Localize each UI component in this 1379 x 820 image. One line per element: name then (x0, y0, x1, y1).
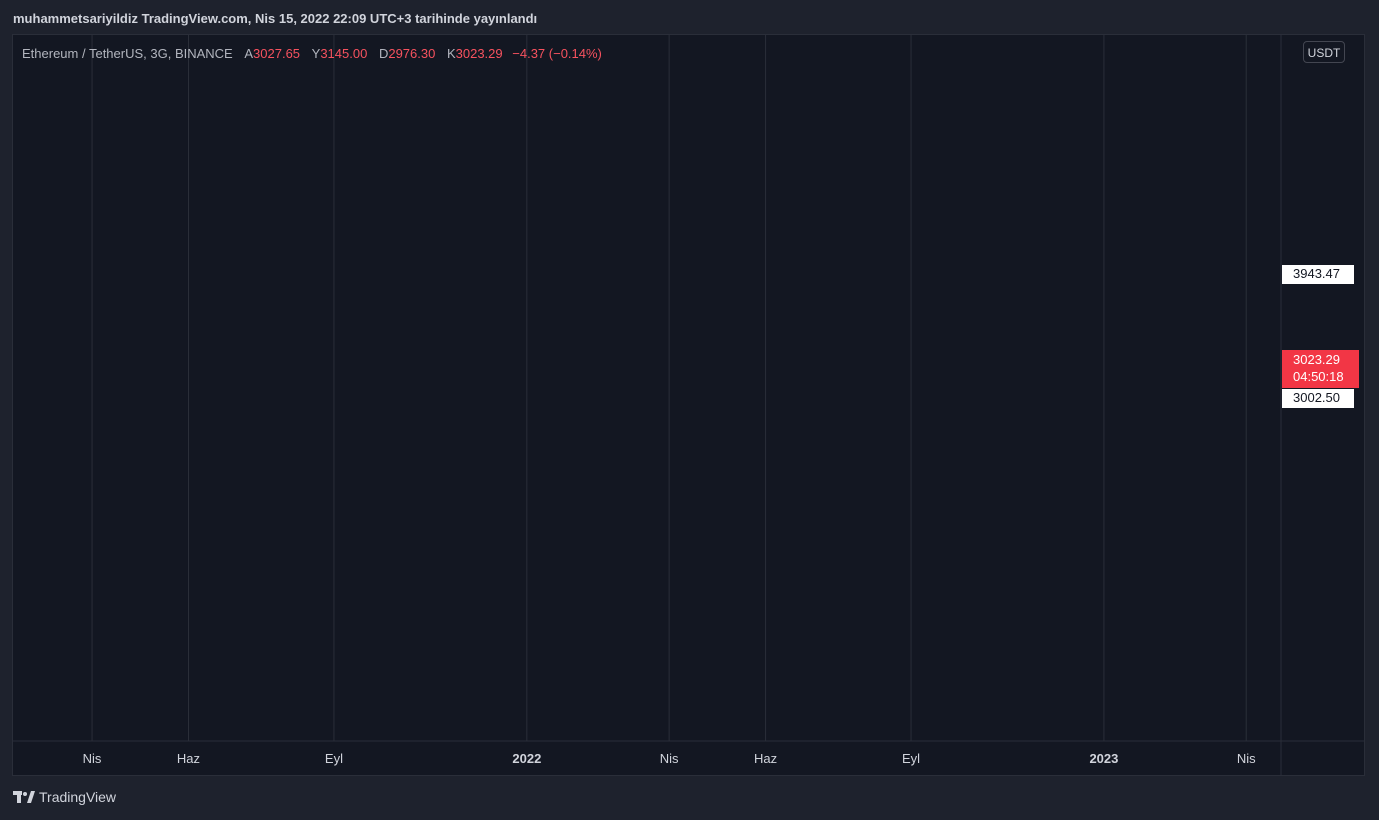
time-axis: Nis Haz Eyl 2022 Nis Haz Eyl 2023 Nis (13, 740, 1364, 766)
tradingview-logo-icon (13, 791, 35, 803)
open-value: 3027.65 (253, 46, 301, 61)
time-tick-label: Nis (660, 751, 679, 766)
grid-lines (91, 35, 1247, 741)
low-label: D (378, 46, 389, 61)
high-label: Y (311, 46, 321, 61)
time-tick-label: Nis (1237, 751, 1256, 766)
low-value: 2976.30 (388, 46, 436, 61)
time-tick-label: 2022 (512, 751, 541, 766)
last-price-tag: 3023.29 04:50:18 (1282, 350, 1359, 388)
open-label: A (244, 46, 254, 61)
time-tick-label: Eyl (902, 751, 920, 766)
time-tick-label: Haz (177, 751, 200, 766)
change-value: −4.37 (−0.14%) (512, 46, 602, 61)
bar-countdown: 04:50:18 (1293, 369, 1344, 384)
time-tick-label: 2023 (1089, 751, 1118, 766)
time-tick-label: Haz (754, 751, 777, 766)
currency-button[interactable]: USDT (1303, 41, 1345, 63)
price-axis: 970.001100.001240.001400.001600.001850.0… (1280, 35, 1282, 776)
close-label: K (446, 46, 456, 61)
time-tick-label: Eyl (325, 751, 343, 766)
resistance-price-tag: 3943.47 (1282, 265, 1354, 284)
symbol-name[interactable]: Ethereum / TetherUS, 3G, BINANCE (22, 46, 233, 61)
chart-pane[interactable] (12, 34, 1365, 776)
tradingview-logo-text: TradingView (39, 789, 117, 805)
support-price-tag: 3002.50 (1282, 389, 1354, 408)
last-price-value: 3023.29 (1293, 352, 1340, 367)
tradingview-logo[interactable]: TradingView (13, 789, 116, 805)
symbol-legend: Ethereum / TetherUS, 3G, BINANCE A3027.6… (22, 46, 602, 61)
close-value: 3023.29 (455, 46, 503, 61)
time-tick-label: Nis (83, 751, 102, 766)
publish-info: muhammetsariyildiz TradingView.com, Nis … (13, 11, 538, 26)
high-value: 3145.00 (320, 46, 368, 61)
